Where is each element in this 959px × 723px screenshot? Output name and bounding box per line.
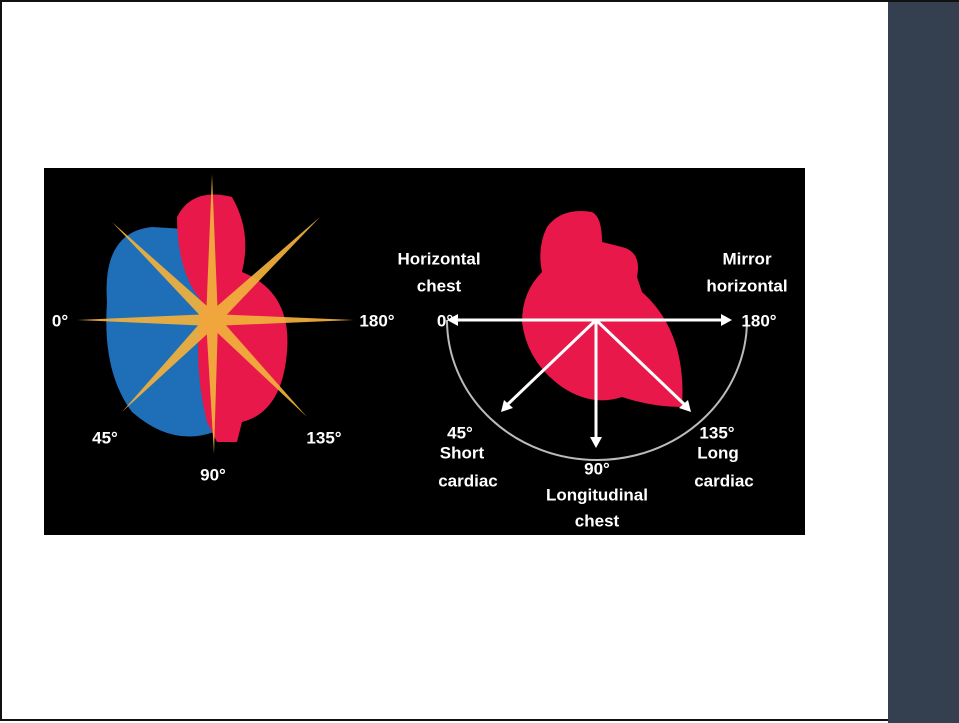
- angle-label: 90°: [200, 465, 226, 484]
- angle-label: 180°: [359, 311, 394, 330]
- angle-label: 0°: [52, 311, 68, 330]
- plane-name: chest: [575, 511, 620, 530]
- plane-name: Long: [697, 443, 739, 462]
- angle-label: 45°: [447, 423, 473, 442]
- angle-label: 90°: [584, 459, 610, 478]
- plane-name: Horizontal: [397, 249, 480, 268]
- angle-label: 180°: [741, 311, 776, 330]
- slide: 0° 180° 45° 135° 90° 0° Horizontal chest 180° Mir…: [0, 0, 959, 721]
- plane-name: Short: [440, 443, 485, 462]
- angle-label: 45°: [92, 428, 118, 447]
- plane-name: horizontal: [706, 276, 787, 295]
- plane-name: cardiac: [694, 471, 754, 490]
- plane-name: Mirror: [722, 249, 772, 268]
- plane-name: Longitudinal: [546, 485, 648, 504]
- plane-name: cardiac: [438, 471, 498, 490]
- angle-label: 135°: [699, 423, 734, 442]
- angle-label: 0°: [437, 311, 453, 330]
- figure: 0° 180° 45° 135° 90° 0° Horizontal chest 180° Mir…: [2, 2, 959, 723]
- angle-label: 135°: [306, 428, 341, 447]
- plane-name: chest: [417, 276, 462, 295]
